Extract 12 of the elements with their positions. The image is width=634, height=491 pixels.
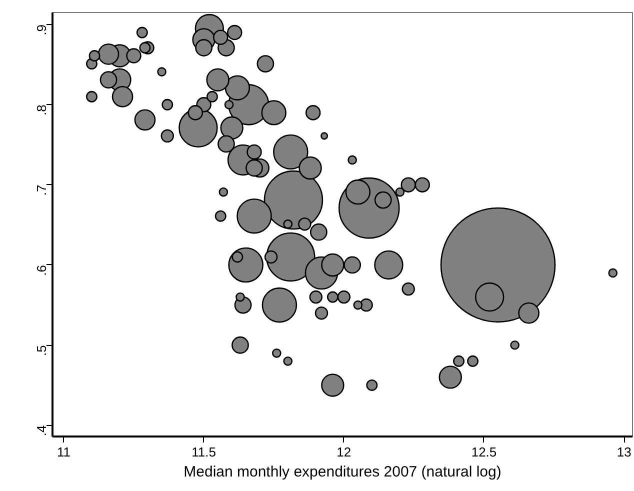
- x-tick-label: 12.5: [471, 444, 497, 460]
- x-tick-label: 12: [336, 444, 352, 460]
- x-axis-title: Median monthly expenditures 2007 (natural log): [184, 464, 502, 480]
- x-tick-label: 13: [616, 444, 632, 460]
- y-tick-label: .5: [34, 345, 49, 356]
- x-tick-label: 11: [56, 444, 70, 460]
- y-tick-label: .8: [34, 104, 49, 116]
- y-tick-label: .9: [34, 24, 49, 36]
- x-tick-label: 11.5: [192, 444, 216, 460]
- y-tick-label: .7: [34, 184, 49, 196]
- y-tick-label: .6: [34, 264, 49, 276]
- y-tick-label: .4: [34, 425, 49, 436]
